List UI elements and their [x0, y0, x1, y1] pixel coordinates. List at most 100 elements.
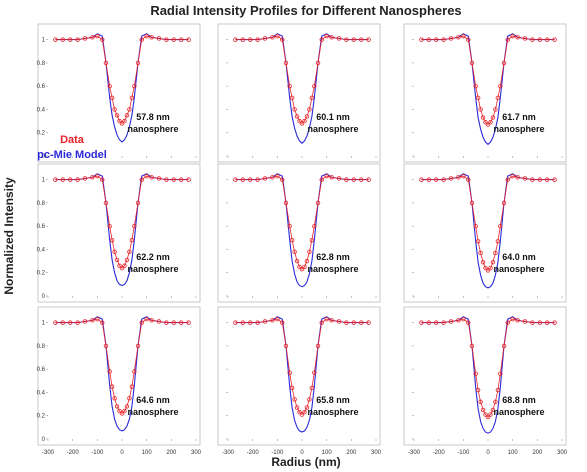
panel-type-label: nanosphere — [307, 264, 358, 274]
data-point — [283, 200, 289, 206]
data-point — [478, 250, 483, 256]
data-point — [122, 118, 127, 124]
data-point — [178, 177, 184, 182]
panel-type-label: nanosphere — [127, 264, 178, 274]
y-tick-label: 0.2 — [37, 414, 46, 420]
data-point — [139, 177, 144, 182]
data-point — [461, 173, 466, 179]
data-point — [359, 37, 364, 42]
data-point — [426, 177, 431, 182]
data-line — [55, 318, 189, 414]
panel-frame — [37, 163, 201, 303]
data-point — [441, 320, 446, 325]
legend: Data pc-Mie Model — [37, 134, 107, 161]
data-point — [319, 177, 324, 182]
panel-size-label: 64.6 nm — [136, 395, 170, 405]
data-point — [289, 237, 295, 243]
data-point — [480, 407, 486, 413]
data-point — [299, 412, 305, 417]
panel-type-label: nanosphere — [493, 124, 544, 134]
data-point — [315, 60, 321, 66]
y-tick-label: 0.4 — [37, 107, 46, 113]
panel-frame — [217, 306, 381, 446]
data-point — [312, 370, 317, 375]
data-point — [351, 37, 356, 42]
data-point — [100, 320, 105, 325]
y-tick-label: 0.6 — [37, 84, 46, 90]
data-point — [139, 320, 144, 325]
data-point — [475, 95, 481, 101]
data-point — [456, 175, 461, 180]
data-point — [480, 115, 486, 120]
data-point — [270, 318, 275, 323]
y-tick-label: 0 — [42, 294, 46, 300]
panel-size-label: 60.1 nm — [316, 112, 350, 122]
data-line — [421, 35, 555, 126]
data-point — [164, 177, 169, 182]
data-point — [240, 177, 245, 182]
x-tick-label: -300 — [222, 450, 235, 456]
panel-size-label: 57.8 nm — [136, 112, 170, 122]
panel-size-label: 65.8 nm — [316, 395, 350, 405]
data-point — [139, 37, 144, 42]
data-point — [129, 384, 135, 389]
data-point — [135, 60, 141, 66]
panel-frame — [403, 163, 567, 303]
y-tick-label: 0.8 — [37, 344, 46, 350]
data-point — [304, 405, 310, 410]
data-point — [522, 176, 528, 181]
data-point — [103, 60, 109, 66]
data-point — [67, 177, 73, 182]
panel-type-label: nanosphere — [127, 124, 178, 134]
data-point — [287, 370, 292, 375]
data-point — [164, 320, 169, 325]
data-point — [114, 113, 120, 118]
y-tick-label: 0.8 — [37, 61, 46, 67]
y-tick-label: 0 — [42, 154, 46, 160]
data-point — [552, 177, 557, 182]
data-point — [292, 249, 297, 254]
data-point — [103, 343, 109, 349]
data-point — [359, 177, 364, 182]
data-point — [483, 412, 488, 417]
data-point — [132, 223, 137, 229]
data-point — [469, 343, 475, 349]
data-point — [262, 36, 268, 41]
data-point — [537, 320, 542, 325]
data-point — [297, 118, 302, 124]
data-point — [100, 37, 105, 42]
data-point — [156, 176, 162, 181]
data-point — [109, 237, 115, 243]
data-point — [275, 173, 280, 179]
data-point — [434, 320, 439, 325]
data-line — [55, 35, 189, 124]
y-tick-label: 0.6 — [37, 367, 46, 373]
data-point — [178, 37, 184, 42]
data-point — [488, 265, 493, 271]
data-point — [515, 35, 520, 40]
y-tick-label: 0.6 — [37, 224, 46, 230]
data-point — [466, 177, 471, 182]
x-tick-label: -300 — [42, 450, 55, 456]
data-point — [448, 36, 454, 41]
data-point — [510, 173, 515, 179]
x-tick-label: -300 — [408, 450, 421, 456]
data-point — [312, 83, 317, 89]
data-point — [324, 33, 329, 39]
data-point — [262, 176, 268, 181]
data-point — [294, 258, 300, 264]
data-point — [129, 95, 135, 101]
data-line — [235, 35, 369, 124]
data-point — [545, 177, 550, 182]
data-point — [287, 83, 292, 89]
data-point — [283, 60, 289, 66]
data-point — [280, 37, 285, 42]
x-tick-label: -200 — [67, 450, 80, 456]
data-point — [501, 343, 507, 349]
data-point — [495, 95, 501, 101]
data-point — [493, 399, 498, 404]
data-point — [329, 318, 334, 323]
data-point — [329, 175, 334, 180]
data-point — [127, 396, 132, 401]
data-point — [537, 177, 542, 182]
